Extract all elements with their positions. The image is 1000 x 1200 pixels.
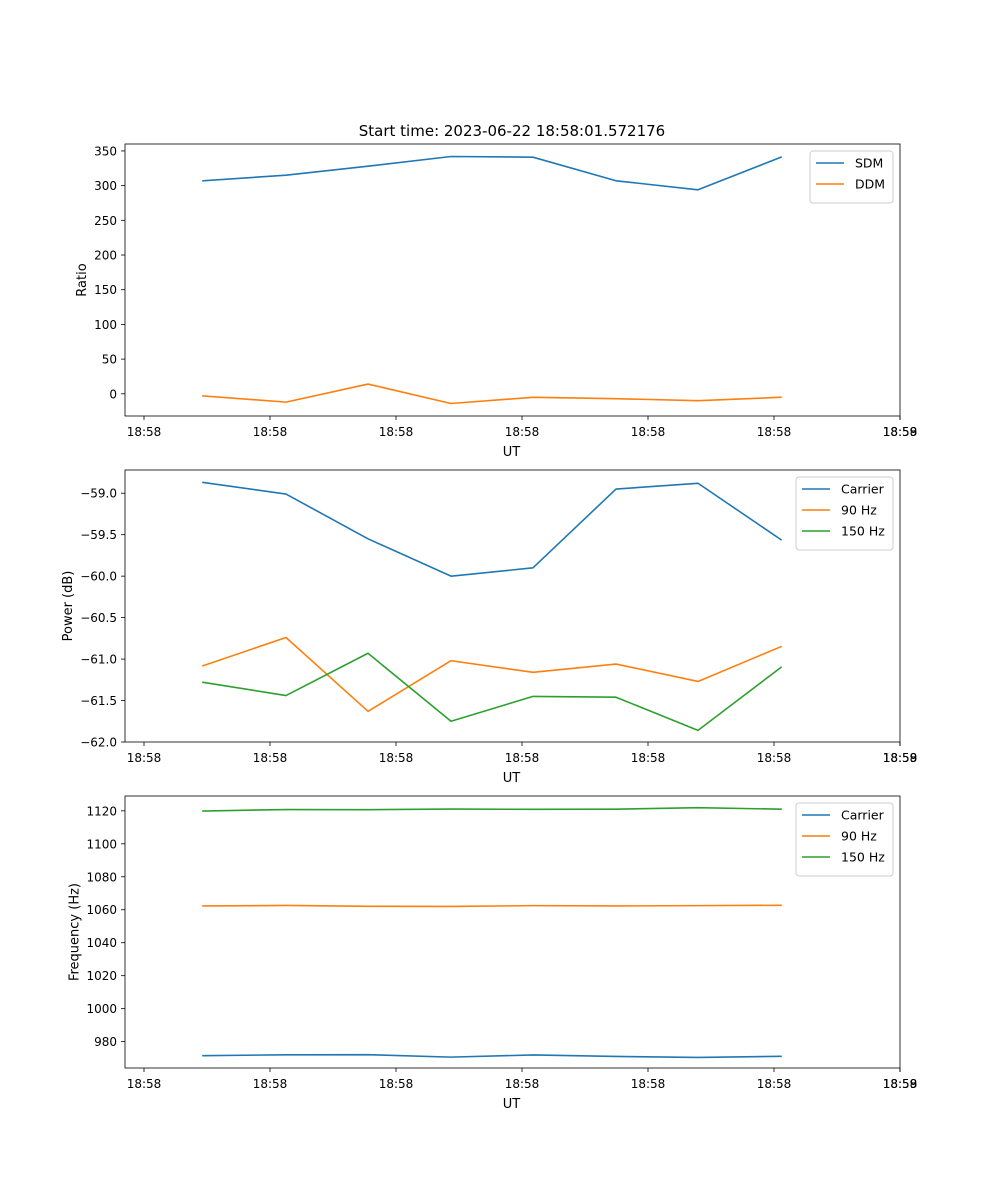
legend-label: 150 Hz (841, 850, 885, 865)
legend-label: SDM (855, 156, 883, 171)
y-axis-label: Frequency (Hz) (67, 883, 82, 981)
figure-title: Start time: 2023-06-22 18:58:01.572176 (359, 122, 665, 140)
legend: Carrier 90 Hz 150 Hz (795, 476, 894, 551)
series-line (202, 652, 783, 732)
series-line (201, 636, 783, 713)
y-tick-label: −61.5 (80, 694, 117, 708)
series-line (202, 383, 782, 405)
y-tick-label: 1080 (86, 870, 117, 884)
x-axis-label: UT (503, 1097, 521, 1112)
y-tick-label: −59.5 (80, 528, 117, 542)
series-line (202, 155, 783, 191)
y-tick-label: 1040 (86, 936, 117, 950)
axes-frame (124, 795, 901, 1069)
x-tick-label: 18:58 (505, 425, 540, 439)
legend-label: DDM (855, 177, 885, 192)
x-tick-label: 18:58 (757, 425, 792, 439)
legend-box (809, 150, 894, 204)
y-tick-label: 350 (94, 144, 117, 158)
legend: SDM DDM (809, 150, 894, 204)
x-tick-label: 18:58 (757, 1077, 792, 1091)
y-tick-label: −62.0 (80, 736, 117, 750)
y-axis-label: Ratio (75, 263, 90, 296)
legend-label: 90 Hz (841, 503, 877, 518)
x-tick-label: 18:58 (631, 425, 666, 439)
y-tick-label: 1100 (86, 837, 117, 851)
x-tick-label: 18:59 (883, 751, 918, 765)
x-tick-label: 18:59 (883, 425, 918, 439)
x-tick-label: 18:58 (253, 751, 288, 765)
x-tick-label: 18:58 (127, 1077, 162, 1091)
x-tick-label: 18:58 (883, 751, 918, 765)
x-axis-label: UT (503, 445, 521, 460)
series-line (202, 1053, 782, 1059)
x-tick-label: 18:58 (631, 751, 666, 765)
axes-frame (124, 469, 901, 743)
chart-panel: 18:58 18:58 18:58 18:58 18:58 18:58 18:5818:59… (75, 143, 918, 460)
y-axis-label: Power (dB) (61, 571, 76, 642)
legend-label: Carrier (841, 808, 885, 823)
x-tick-label: 18:58 (127, 425, 162, 439)
x-tick-label: 18:58 (505, 1077, 540, 1091)
legend-label: Carrier (841, 482, 885, 497)
legend: Carrier 90 Hz 150 Hz (795, 802, 894, 877)
x-tick-label: 18:58 (127, 751, 162, 765)
y-tick-label: 1020 (86, 969, 117, 983)
x-tick-label: 18:58 (253, 425, 288, 439)
y-tick-label: 980 (94, 1035, 117, 1049)
y-tick-label: 0 (109, 387, 117, 401)
y-tick-label: 1000 (86, 1002, 117, 1016)
series-line (202, 806, 782, 812)
y-tick-label: 1060 (86, 903, 117, 917)
y-tick-label: 300 (94, 179, 117, 193)
x-axis-label: UT (503, 771, 521, 786)
y-tick-label: −61.0 (80, 653, 117, 667)
y-tick-label: −59.0 (80, 487, 117, 501)
chart-panel: 18:58 18:58 18:58 18:58 18:58 18:58 18:5818:59… (61, 469, 918, 786)
x-tick-label: 18:59 (883, 1077, 918, 1091)
x-tick-label: 18:58 (253, 1077, 288, 1091)
chart-panel: 18:58 18:58 18:58 18:58 18:58 18:58 18:5818:59… (67, 795, 918, 1112)
legend-label: 90 Hz (841, 829, 877, 844)
y-tick-label: 150 (94, 283, 117, 297)
y-tick-label: 1120 (86, 804, 117, 818)
series-line (202, 481, 783, 577)
axes-frame (124, 143, 901, 417)
y-tick-label: 200 (94, 249, 117, 263)
y-tick-label: 100 (94, 318, 117, 332)
series-line (202, 904, 782, 908)
plots: 18:58 18:58 18:58 18:58 18:58 18:58 18:5818:59… (61, 143, 918, 1112)
x-tick-label: 18:58 (631, 1077, 666, 1091)
y-tick-label: 250 (94, 214, 117, 228)
x-tick-label: 18:58 (883, 1077, 918, 1091)
x-tick-label: 18:58 (757, 751, 792, 765)
x-tick-label: 18:58 (505, 751, 540, 765)
x-tick-label: 18:58 (379, 1077, 414, 1091)
y-tick-label: −60.0 (80, 570, 117, 584)
x-tick-label: 18:58 (379, 751, 414, 765)
x-tick-label: 18:58 (883, 425, 918, 439)
x-tick-label: 18:58 (379, 425, 414, 439)
y-tick-label: 50 (102, 353, 117, 367)
legend-label: 150 Hz (841, 524, 885, 539)
y-tick-label: −60.5 (80, 611, 117, 625)
